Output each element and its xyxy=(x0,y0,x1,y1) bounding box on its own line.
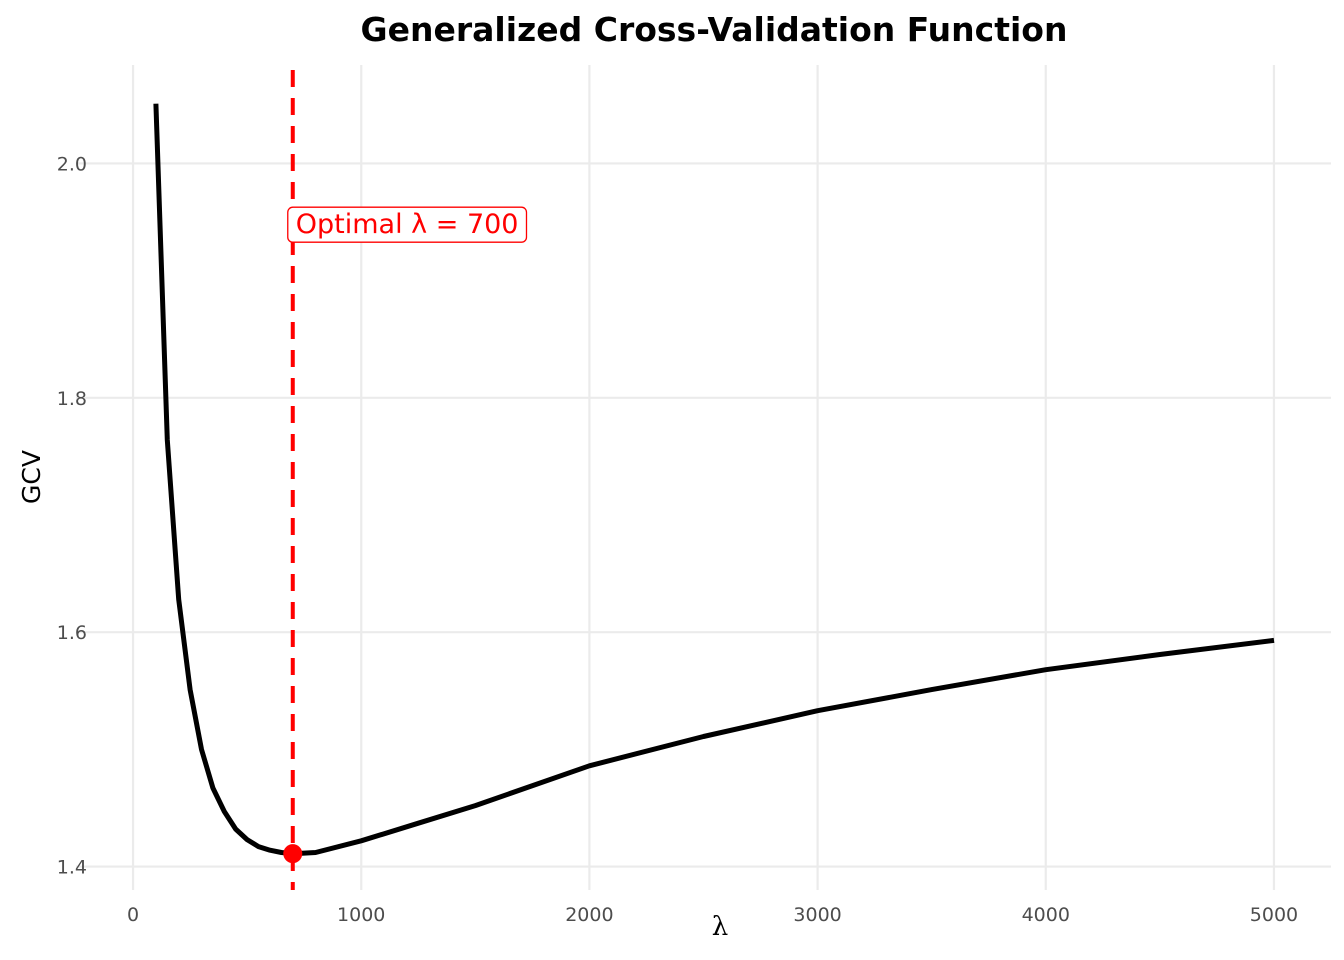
optimal-annotation: Optimal λ = 700 xyxy=(287,206,528,243)
x-tick-label: 1000 xyxy=(337,904,385,926)
x-axis-label: λ xyxy=(712,912,728,942)
gridlines xyxy=(76,65,1331,890)
y-axis-label: GCV xyxy=(17,450,46,504)
marks xyxy=(283,70,303,890)
x-tick-label: 3000 xyxy=(793,904,841,926)
x-tick-label: 4000 xyxy=(1022,904,1070,926)
tick-labels: 0 1000 2000 3000 4000 5000 1.4 1.6 1.8 2.0 xyxy=(57,153,1298,926)
x-tick-label: 2000 xyxy=(565,904,613,926)
annotation-box xyxy=(287,206,528,243)
x-tick-label: 5000 xyxy=(1250,904,1298,926)
y-tick-label: 1.4 xyxy=(57,857,87,879)
y-tick-label: 1.8 xyxy=(57,388,87,410)
y-tick-label: 1.6 xyxy=(57,622,87,644)
y-tick-label: 2.0 xyxy=(57,153,87,175)
chart-title: Generalized Cross-Validation Function xyxy=(361,10,1068,49)
optimal-point xyxy=(283,844,303,864)
x-tick-label: 0 xyxy=(127,904,139,926)
annotation-text: Optimal λ = 700 xyxy=(296,209,519,240)
